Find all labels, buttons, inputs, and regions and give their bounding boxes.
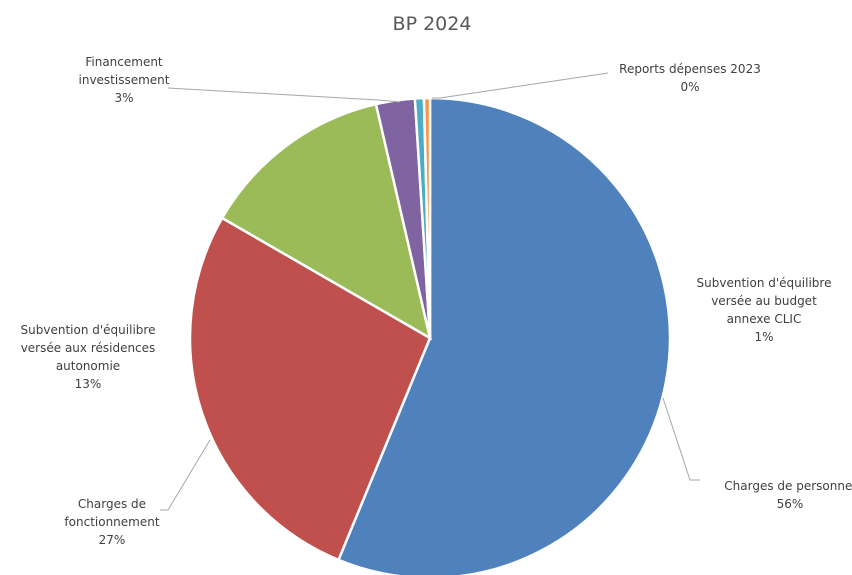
slice-percent-2: 13% <box>75 377 102 391</box>
slice-label-3: investissement <box>79 73 170 87</box>
pie-slices <box>188 96 672 575</box>
slice-label-1: fonctionnement <box>64 515 159 529</box>
slice-label-4: Subvention d'équilibre <box>697 276 832 290</box>
slice-percent-3: 3% <box>114 91 133 105</box>
slice-label-2: Subvention d'équilibre <box>21 323 156 337</box>
slice-label-3: Financement <box>85 55 163 69</box>
slice-label-5: Reports dépenses 2023 <box>619 62 761 76</box>
leader-line-1 <box>160 439 211 511</box>
slice-percent-4: 1% <box>754 330 773 344</box>
leader-line-0 <box>662 397 700 481</box>
slice-label-4: annexe CLIC <box>727 312 802 326</box>
slice-labels: Charges de personnel 56% Charges de fonctio… <box>21 55 852 547</box>
pie-slice-2 <box>220 102 432 341</box>
pie-slice-5 <box>422 96 432 339</box>
slice-percent-0: 56% <box>777 497 804 511</box>
pie-slice-0 <box>336 96 672 575</box>
slice-label-0: Charges de personnel <box>724 479 852 493</box>
slice-percent-5: 0% <box>680 80 699 94</box>
slice-label-2: autonomie <box>56 359 120 373</box>
leader-lines <box>160 72 700 511</box>
slice-percent-1: 27% <box>99 533 126 547</box>
leader-line-5 <box>432 72 609 99</box>
leader-line-3 <box>167 87 401 103</box>
slice-label-1: Charges de <box>78 497 146 511</box>
slice-label-2: versée aux résidences <box>21 341 156 355</box>
chart-title: BP 2024 <box>393 13 472 35</box>
slice-label-4: versée au budget <box>711 294 817 308</box>
